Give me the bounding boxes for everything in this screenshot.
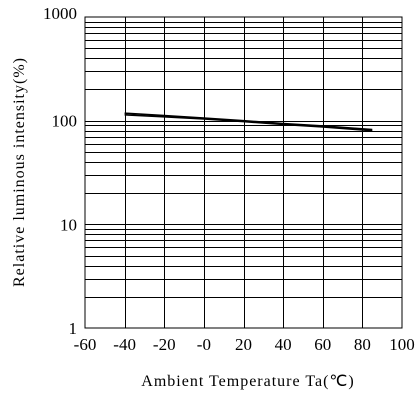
- x-tick-labels: -60 -40 -20 -0 20 40 60 80 100: [74, 335, 415, 354]
- y-tick-labels: 1 10 100 1000: [43, 4, 77, 338]
- x-tick-label: -0: [197, 335, 211, 354]
- x-tick-label: -20: [153, 335, 176, 354]
- y-tick-label: 1000: [43, 4, 77, 23]
- x-tick-label: 40: [275, 335, 292, 354]
- series-line-2: [124, 114, 373, 132]
- y-tick-label: 1: [69, 319, 78, 338]
- x-tick-label: 60: [314, 335, 331, 354]
- x-axis-title: Ambient Temperature Ta(℃): [141, 373, 354, 390]
- grid: [85, 17, 402, 328]
- x-tick-label: 80: [354, 335, 371, 354]
- x-tick-label: 100: [389, 335, 415, 354]
- plot-frame: [84, 16, 403, 329]
- series-layer: [124, 112, 373, 132]
- x-tick-label: 20: [235, 335, 252, 354]
- x-tick-label: -60: [74, 335, 97, 354]
- y-tick-label: 10: [60, 215, 77, 234]
- x-tick-label: -40: [113, 335, 136, 354]
- series-line-1: [124, 112, 373, 131]
- y-tick-label: 100: [52, 112, 78, 131]
- y-axis-title: Relative luminous intensity(%): [11, 57, 28, 287]
